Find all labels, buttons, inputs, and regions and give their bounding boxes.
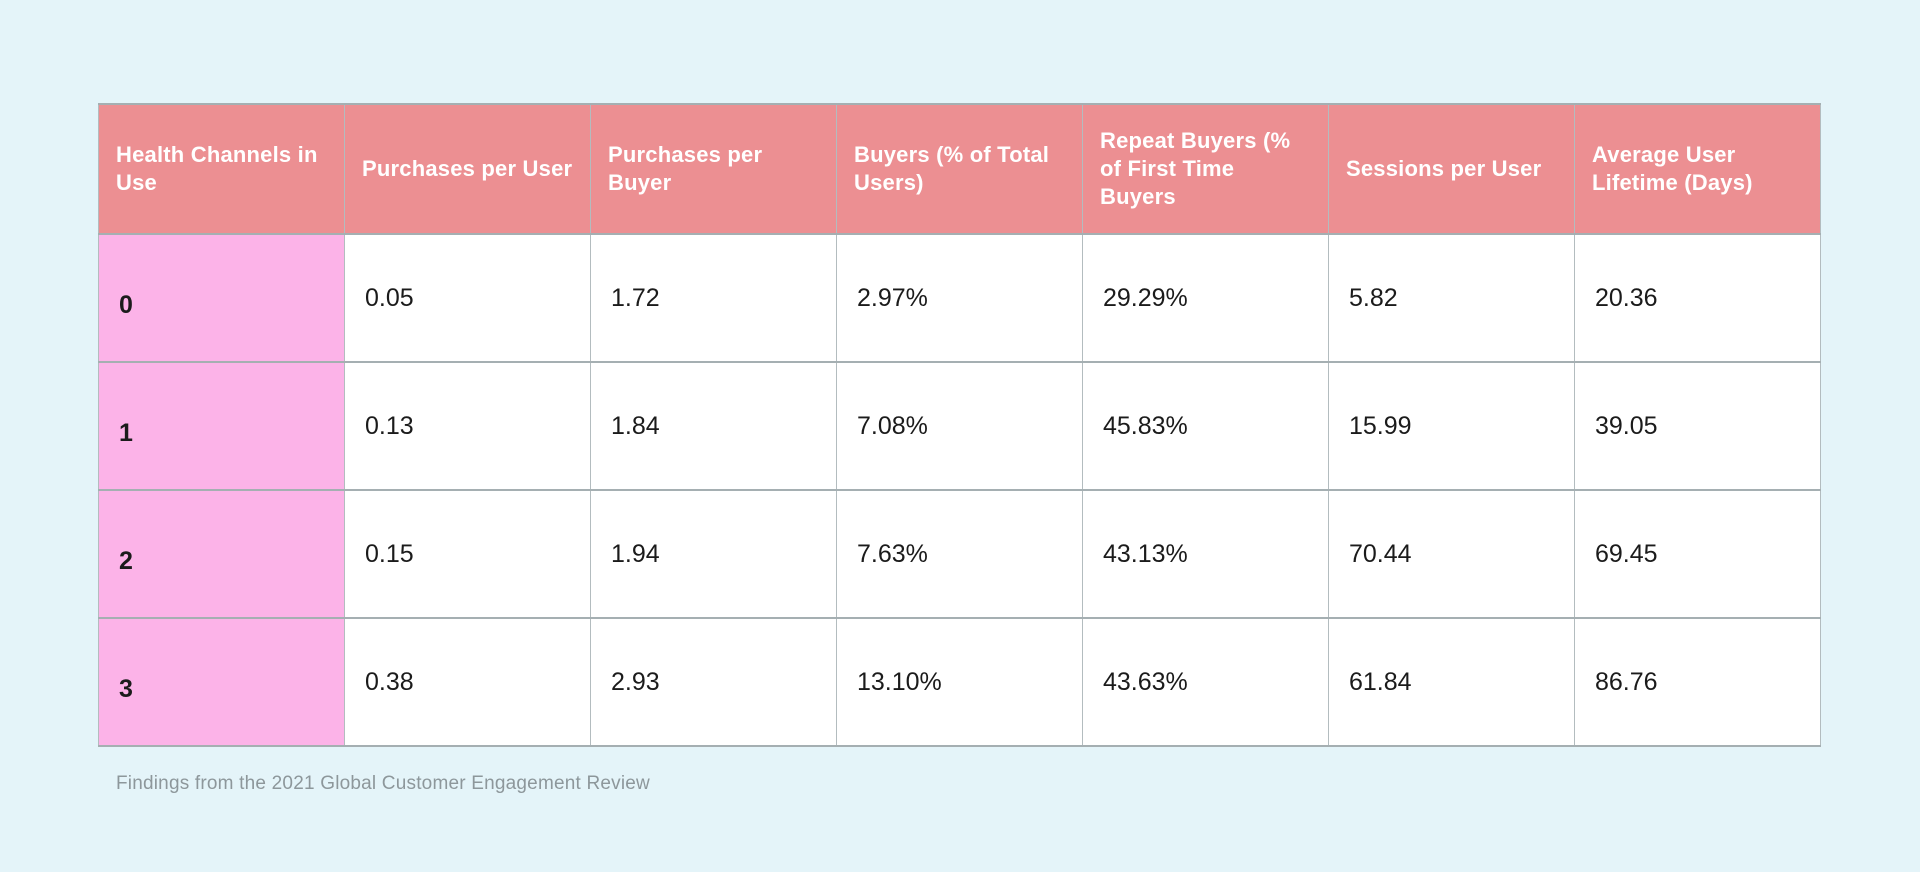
cell-repeat-buyers: 43.13% [1082, 489, 1329, 619]
table-caption: Findings from the 2021 Global Customer E… [116, 773, 650, 794]
cell-repeat-buyers: 43.63% [1082, 617, 1329, 747]
table-row: 0 0.05 1.72 2.97% 29.29% 5.82 20.36 [98, 233, 1821, 363]
cell-sessions-per-user: 5.82 [1328, 233, 1575, 363]
column-header-purchases-per-user: Purchases per User [344, 103, 591, 235]
cell-purchases-per-user: 0.05 [344, 233, 591, 363]
row-label: 0 [98, 233, 345, 363]
cell-purchases-per-user: 0.13 [344, 361, 591, 491]
column-header-purchases-per-buyer: Purchases per Buyer [590, 103, 837, 235]
cell-purchases-per-user: 0.38 [344, 617, 591, 747]
row-label: 3 [98, 617, 345, 747]
column-header-sessions-per-user: Sessions per User [1328, 103, 1575, 235]
cell-buyers-pct: 7.08% [836, 361, 1083, 491]
cell-avg-lifetime: 39.05 [1574, 361, 1821, 491]
cell-buyers-pct: 13.10% [836, 617, 1083, 747]
cell-avg-lifetime: 86.76 [1574, 617, 1821, 747]
cell-purchases-per-buyer: 2.93 [590, 617, 837, 747]
cell-buyers-pct: 7.63% [836, 489, 1083, 619]
cell-purchases-per-buyer: 1.72 [590, 233, 837, 363]
table-row: 2 0.15 1.94 7.63% 43.13% 70.44 69.45 [98, 489, 1821, 619]
cell-buyers-pct: 2.97% [836, 233, 1083, 363]
row-label: 1 [98, 361, 345, 491]
cell-avg-lifetime: 20.36 [1574, 233, 1821, 363]
column-header-buyers-pct: Buyers (% of Total Users) [836, 103, 1083, 235]
engagement-table: Health Channels in Use Purchases per Use… [98, 103, 1821, 747]
cell-purchases-per-user: 0.15 [344, 489, 591, 619]
cell-sessions-per-user: 15.99 [1328, 361, 1575, 491]
cell-sessions-per-user: 70.44 [1328, 489, 1575, 619]
table-row: 1 0.13 1.84 7.08% 45.83% 15.99 39.05 [98, 361, 1821, 491]
cell-purchases-per-buyer: 1.84 [590, 361, 837, 491]
cell-avg-lifetime: 69.45 [1574, 489, 1821, 619]
table-row: 3 0.38 2.93 13.10% 43.63% 61.84 86.76 [98, 617, 1821, 747]
engagement-table-container: Health Channels in Use Purchases per Use… [98, 103, 1821, 795]
column-header-avg-lifetime: Average User Lifetime (Days) [1574, 103, 1821, 235]
cell-repeat-buyers: 29.29% [1082, 233, 1329, 363]
cell-sessions-per-user: 61.84 [1328, 617, 1575, 747]
cell-purchases-per-buyer: 1.94 [590, 489, 837, 619]
column-header-repeat-buyers: Repeat Buyers (% of First Time Buyers [1082, 103, 1329, 235]
cell-repeat-buyers: 45.83% [1082, 361, 1329, 491]
row-label: 2 [98, 489, 345, 619]
table-header-row: Health Channels in Use Purchases per Use… [98, 103, 1821, 235]
column-header-health-channels: Health Channels in Use [98, 103, 345, 235]
